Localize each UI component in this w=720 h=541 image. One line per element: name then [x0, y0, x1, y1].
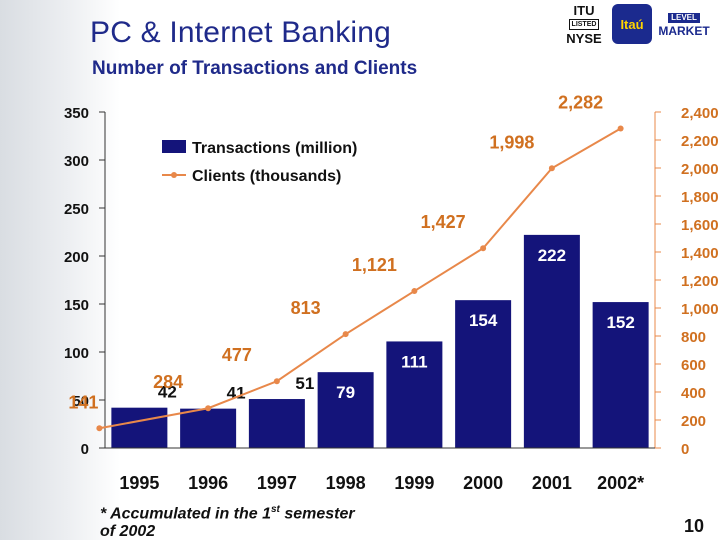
left-axis-tick-label: 100 [64, 345, 89, 362]
clients-line [99, 127, 622, 430]
right-axis-tick-label: 2,200 [681, 133, 719, 150]
x-axis-tick-label: 2001 [532, 473, 572, 493]
clients-value-label: 1,427 [421, 212, 466, 232]
clients-point [96, 425, 103, 432]
clients-value-label: 1,998 [489, 132, 534, 152]
bar [317, 372, 374, 448]
legend-label-clients: Clients (thousands) [192, 168, 341, 185]
logo-group: ITU LISTED NYSE Itaú LEVEL MARKET [562, 2, 710, 46]
bar [455, 300, 512, 448]
nyse-logo-ticker: ITU [573, 2, 595, 18]
right-axis-tick-label: 600 [681, 357, 706, 374]
x-axis-tick-label: 1999 [394, 473, 434, 493]
right-axis-tick-label: 1,600 [681, 217, 719, 234]
market-logo-level: LEVEL [668, 13, 700, 23]
market-logo-text: MARKET [658, 24, 710, 38]
footnote-line2: of 2002 [100, 523, 156, 541]
building-background [0, 0, 120, 540]
bar [386, 341, 443, 448]
x-axis-tick-label: 1998 [326, 473, 366, 493]
legend-swatch-transactions [162, 140, 186, 153]
left-axis-tick-label: 0 [81, 441, 89, 458]
x-axis-tick-label: 2002* [597, 473, 644, 493]
nyse-listed-logo: ITU LISTED NYSE [562, 2, 606, 46]
left-axis-tick-label: 150 [64, 297, 89, 314]
bar-value-label: 154 [469, 311, 498, 330]
legend-label-transactions: Transactions (million) [192, 140, 357, 157]
itau-logo: Itaú [612, 4, 652, 44]
footnote: * Accumulated in the 1st semester of 200… [100, 504, 355, 541]
page-number: 10 [683, 516, 704, 536]
bar [111, 407, 168, 448]
bar-value-label: 111 [401, 352, 428, 371]
right-axis-tick-label: 200 [681, 413, 706, 430]
clients-value-label: 477 [222, 345, 252, 365]
clients-point [548, 165, 555, 172]
x-axis-tick-label: 1997 [257, 473, 297, 493]
right-axis-tick-label: 1,000 [681, 301, 719, 318]
right-axis-tick-label: 2,400 [681, 105, 719, 122]
clients-value-label: 284 [153, 372, 183, 392]
clients-point [617, 125, 624, 132]
left-axis-tick-label: 300 [64, 153, 89, 170]
clients-point [480, 245, 487, 252]
legend-marker-clients [171, 172, 177, 178]
bar-value-label: 152 [606, 313, 634, 332]
page-title: PC & Internet Banking [90, 16, 392, 49]
clients-point [273, 378, 280, 385]
bar-value-label: 41 [227, 384, 246, 403]
x-axis-tick-label: 2000 [463, 473, 503, 493]
right-axis-tick-label: 0 [681, 441, 689, 458]
itau-logo-text: Itaú [620, 16, 644, 32]
right-axis-tick-label: 1,400 [681, 245, 719, 262]
page-subtitle: Number of Transactions and Clients [92, 58, 418, 79]
clients-value-label: 1,121 [352, 255, 397, 275]
clients-point [342, 331, 349, 338]
nyse-logo-listed: LISTED [568, 18, 600, 30]
clients-point [411, 288, 418, 295]
left-axis-tick-label: 50 [72, 393, 89, 410]
right-axis-tick-label: 1,200 [681, 273, 719, 290]
left-axis-tick-label: 350 [64, 105, 89, 122]
bar [180, 408, 237, 448]
left-axis-tick-label: 250 [64, 201, 89, 218]
left-axis-tick-label: 200 [64, 249, 89, 266]
clients-value-label: 813 [291, 298, 321, 318]
x-axis-tick-label: 1996 [188, 473, 228, 493]
bar [248, 399, 305, 448]
bar [523, 234, 580, 448]
bar-value-label: 42 [158, 383, 177, 402]
bar-value-label: 79 [336, 383, 355, 402]
footnote-line1-pre: * Accumulated in the 1 [100, 505, 271, 523]
clients-point [205, 405, 212, 412]
right-axis-tick-label: 400 [681, 385, 706, 402]
bar-value-label: 51 [295, 374, 314, 393]
footnote-line1-post: semester [279, 505, 355, 523]
x-axis-tick-label: 1995 [119, 473, 159, 493]
bar [592, 302, 649, 448]
footnote-sup: st [271, 504, 280, 515]
clients-value-label: 141 [68, 392, 98, 412]
bar-value-label: 222 [538, 246, 566, 265]
nyse-logo-exchange: NYSE [566, 30, 602, 46]
right-axis-tick-label: 800 [681, 329, 706, 346]
clients-value-label: 2,282 [558, 93, 603, 113]
right-axis-tick-label: 2,000 [681, 161, 719, 178]
right-axis-tick-label: 1,800 [681, 189, 719, 206]
level-market-logo: LEVEL MARKET [658, 4, 710, 44]
